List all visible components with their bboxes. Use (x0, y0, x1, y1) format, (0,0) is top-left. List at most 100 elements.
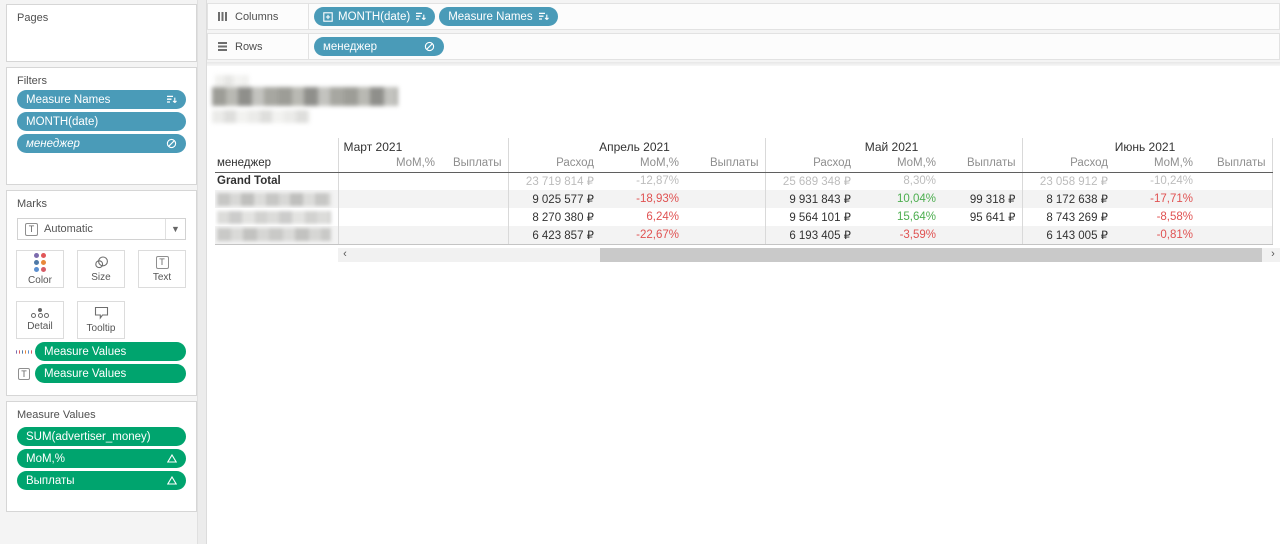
columns-pill-month-date[interactable]: MONTH(date) (314, 7, 436, 26)
cell[interactable]: 9 564 101 ₽ (764, 208, 857, 226)
row-label[interactable]: Grand Total (217, 175, 281, 188)
mv-pill-vyplaty[interactable]: Выплаты (17, 471, 186, 490)
cell[interactable] (1199, 190, 1273, 208)
cell[interactable]: 23 058 912 ₽ (1021, 172, 1114, 190)
detail-button[interactable]: Detail (16, 301, 64, 339)
cell[interactable] (1199, 208, 1273, 226)
cell[interactable] (337, 190, 441, 208)
redacted-subtitle (212, 110, 310, 123)
month-header[interactable]: Апрель 2021 (507, 138, 765, 155)
tooltip-button[interactable]: Tooltip (77, 301, 125, 339)
size-button[interactable]: Size (77, 250, 125, 288)
color-icon (34, 252, 46, 272)
cell[interactable]: 15,64% (896, 211, 936, 223)
cell[interactable]: -10,24% (1150, 175, 1193, 188)
cell[interactable] (942, 226, 1022, 245)
rows-pill-manager[interactable]: менеджер (314, 37, 444, 56)
cell[interactable]: -3,59% (857, 226, 942, 245)
text-button-label: Text (152, 271, 172, 283)
measure-header[interactable]: Расход (764, 155, 857, 173)
mv-pill-mom-percent[interactable]: MoM,% (17, 449, 186, 468)
row-dimension-header[interactable]: менеджер (215, 155, 338, 173)
measure-header-row: менеджер MoM,% Выплаты Расход MoM,% Выпл… (215, 155, 1273, 173)
filter-pill-month-date[interactable]: MONTH(date) (17, 112, 186, 131)
cell[interactable] (1199, 172, 1273, 190)
cell[interactable]: 8 743 269 ₽ (1021, 208, 1114, 226)
cell[interactable] (337, 208, 441, 226)
cell[interactable]: 9 931 843 ₽ (764, 190, 857, 208)
cell[interactable] (685, 190, 765, 208)
cell[interactable]: -0,81% (1114, 226, 1199, 245)
mark-buttons: Color Size T Text Detail (16, 250, 196, 339)
cell[interactable] (685, 172, 765, 190)
cell[interactable] (441, 172, 508, 190)
mark-type-dropdown[interactable]: T Automatic ▼ (17, 218, 186, 240)
cell[interactable]: 23 719 814 ₽ (507, 172, 600, 190)
table-row: 6 423 857 ₽ -22,67% 6 193 405 ₽ -3,59% 6… (215, 226, 1273, 245)
cell[interactable] (441, 190, 508, 208)
measure-header[interactable]: Выплаты (1199, 155, 1273, 173)
cell[interactable] (337, 226, 441, 245)
cell[interactable]: 10,04% (896, 193, 936, 205)
filters-shelf[interactable]: Filters Measure Names MONTH(date) менедж… (6, 67, 197, 185)
cell[interactable]: 8 270 380 ₽ (507, 208, 600, 226)
measure-header[interactable]: MoM,% (337, 155, 441, 173)
measure-header[interactable]: MoM,% (600, 155, 685, 173)
horizontal-scrollbar[interactable]: ‹ › (338, 248, 1280, 262)
row-label-redacted[interactable] (215, 190, 338, 208)
cell[interactable] (942, 172, 1022, 190)
cell[interactable]: 9 025 577 ₽ (507, 190, 600, 208)
text-button[interactable]: T Text (138, 250, 186, 288)
cell[interactable] (1199, 226, 1273, 245)
measure-header[interactable]: Выплаты (942, 155, 1022, 173)
cell[interactable]: 8,30% (903, 175, 936, 188)
measure-header[interactable]: Выплаты (685, 155, 765, 173)
sidebar-divider[interactable] (197, 0, 207, 544)
color-button[interactable]: Color (16, 250, 64, 288)
pill-label: менеджер (323, 40, 377, 53)
measure-header[interactable]: MoM,% (857, 155, 942, 173)
cell[interactable]: -8,58% (1156, 211, 1193, 223)
cell[interactable]: 6 143 005 ₽ (1021, 226, 1114, 245)
cell[interactable]: 8 172 638 ₽ (1021, 190, 1114, 208)
scroll-left-arrow-icon[interactable]: ‹ (343, 248, 347, 260)
cell[interactable]: 6 193 405 ₽ (764, 226, 857, 245)
scroll-right-arrow-icon[interactable]: › (1271, 248, 1275, 260)
cell[interactable]: -22,67% (600, 226, 685, 245)
cell[interactable] (441, 208, 508, 226)
marks-pill-text-measure-values[interactable]: Measure Values (35, 364, 186, 383)
cell[interactable]: -12,87% (636, 175, 679, 188)
month-header[interactable]: Март 2021 (337, 138, 508, 155)
month-header[interactable]: Май 2021 (764, 138, 1022, 155)
cell[interactable]: 6 423 857 ₽ (507, 226, 600, 245)
mv-pill-sum-advertiser-money[interactable]: SUM(advertiser_money) (17, 427, 186, 446)
row-label-redacted[interactable] (215, 208, 338, 226)
redacted-title-fragment (215, 75, 249, 88)
measure-header[interactable]: Расход (507, 155, 600, 173)
month-header[interactable]: Июнь 2021 (1021, 138, 1273, 155)
columns-pill-measure-names[interactable]: Measure Names (439, 7, 558, 26)
filter-pill-measure-names[interactable]: Measure Names (17, 90, 186, 109)
cell[interactable]: 99 318 ₽ (969, 194, 1016, 206)
cell[interactable]: 25 689 348 ₽ (764, 172, 857, 190)
row-label-redacted[interactable] (215, 226, 338, 245)
measure-header[interactable]: Выплаты (441, 155, 508, 173)
sidebar: Pages Filters Measure Names MONTH(date) … (0, 0, 205, 544)
pages-shelf[interactable]: Pages (6, 4, 197, 62)
cell[interactable]: 6,24% (646, 211, 679, 223)
cell[interactable] (685, 226, 765, 245)
measure-header[interactable]: MoM,% (1114, 155, 1199, 173)
rows-shelf[interactable]: Rows менеджер (207, 33, 1280, 60)
cell[interactable]: -18,93% (636, 193, 679, 205)
cell[interactable]: 95 641 ₽ (969, 212, 1016, 224)
scrollbar-thumb[interactable] (600, 248, 1262, 262)
cell[interactable] (685, 208, 765, 226)
cell[interactable] (337, 172, 441, 190)
columns-shelf[interactable]: Columns MONTH(date) Measure Names (207, 3, 1280, 30)
table-row-grand-total: Grand Total 23 719 814 ₽ -12,87% 25 689 … (215, 172, 1273, 190)
filter-pill-manager[interactable]: менеджер (17, 134, 186, 153)
cell[interactable]: -17,71% (1150, 193, 1193, 205)
cell[interactable] (441, 226, 508, 245)
marks-pill-color-measure-values[interactable]: Measure Values (35, 342, 186, 361)
measure-header[interactable]: Расход (1021, 155, 1114, 173)
